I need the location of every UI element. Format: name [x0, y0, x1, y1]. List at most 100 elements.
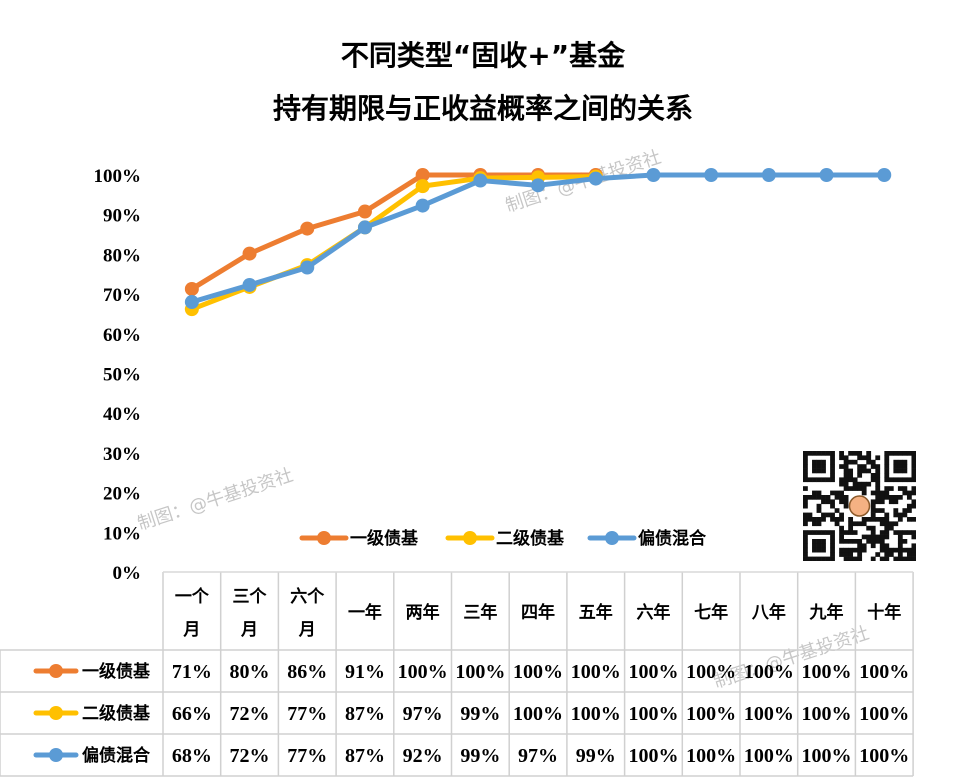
data-point	[588, 171, 603, 186]
x-tick-label: 八年	[752, 602, 786, 623]
legend-label: 一级债基	[350, 528, 419, 549]
x-tick-label: 六年	[636, 602, 670, 623]
data-point	[300, 260, 315, 275]
table-cell-value: 92%	[403, 745, 443, 767]
table-cell-value: 100%	[859, 745, 909, 767]
watermark-text: 制图：@牛基投资社	[135, 465, 296, 535]
y-tick-label: 80%	[103, 245, 141, 266]
table-cell-value: 100%	[744, 661, 794, 683]
table-row-label: 一级债基	[82, 661, 151, 682]
table-cell-value: 97%	[518, 745, 558, 767]
data-point	[415, 198, 430, 213]
table-row-label: 偏债混合	[82, 745, 151, 766]
x-tick-label: 九年	[809, 602, 844, 623]
y-tick-label: 60%	[103, 325, 141, 346]
table-cell-value: 68%	[172, 745, 212, 767]
table-cell-value: 71%	[172, 661, 212, 683]
table-cell-value: 100%	[802, 661, 852, 683]
data-point	[473, 173, 488, 188]
table-cell-value: 100%	[744, 703, 794, 725]
table-cell-value: 100%	[686, 703, 736, 725]
table-cell-value: 100%	[513, 661, 563, 683]
data-point	[415, 179, 430, 194]
table-cell-value: 100%	[802, 745, 852, 767]
y-tick-label: 0%	[113, 563, 142, 584]
data-point	[877, 168, 892, 182]
table-cell-value: 99%	[576, 745, 616, 767]
table-cell-value: 100%	[859, 703, 909, 725]
x-tick-label: 三年	[463, 602, 497, 623]
table-cell-value: 66%	[172, 703, 212, 725]
y-tick-label: 50%	[103, 365, 141, 386]
data-point	[184, 281, 199, 296]
legend-label: 偏债混合	[638, 528, 707, 549]
x-tick-label: 月	[298, 620, 316, 640]
table-cell-value: 77%	[287, 745, 327, 767]
table-cell-value: 72%	[230, 745, 270, 767]
table-cell-value: 100%	[513, 703, 563, 725]
table-cell-value: 99%	[460, 745, 500, 767]
table-cell-value: 99%	[460, 703, 500, 725]
chart-title-line1: 不同类型“固收+”基金	[340, 39, 626, 72]
y-tick-label: 70%	[103, 285, 141, 306]
table-cell-value: 100%	[628, 661, 678, 683]
x-tick-label: 月	[182, 620, 200, 640]
table-cell-value: 100%	[398, 661, 448, 683]
data-point	[300, 221, 315, 236]
x-tick-label: 四年	[521, 602, 555, 623]
data-point	[819, 168, 834, 182]
legend-marker	[463, 531, 477, 545]
table-legend-marker	[49, 748, 63, 762]
table-row-label: 二级债基	[82, 703, 151, 724]
table-cell-value: 100%	[859, 661, 909, 683]
data-point	[704, 168, 719, 182]
data-point	[357, 220, 372, 235]
table-cell-value: 87%	[345, 703, 385, 725]
legend-marker	[317, 531, 331, 545]
data-point	[761, 168, 776, 182]
table-legend-marker	[49, 664, 63, 678]
table-cell-value: 80%	[230, 661, 270, 683]
x-tick-label: 五年	[579, 602, 613, 623]
data-point	[357, 204, 372, 219]
table-cell-value: 100%	[571, 661, 621, 683]
series-line-1	[189, 172, 599, 292]
table-cell-value: 100%	[628, 745, 678, 767]
y-tick-label: 10%	[103, 523, 141, 544]
y-tick-label: 30%	[103, 444, 141, 465]
x-tick-label: 一年	[348, 602, 382, 623]
table-cell-value: 100%	[686, 745, 736, 767]
table-cell-value: 87%	[345, 745, 385, 767]
table-cell-value: 100%	[455, 661, 505, 683]
table-cell-value: 100%	[744, 745, 794, 767]
x-tick-label: 两年	[406, 602, 440, 623]
legend-label: 二级债基	[496, 528, 565, 549]
table-cell-value: 100%	[628, 703, 678, 725]
y-tick-label: 100%	[94, 166, 142, 187]
x-tick-label: 七年	[694, 602, 728, 623]
y-tick-label: 20%	[103, 484, 141, 505]
y-tick-label: 40%	[103, 404, 141, 425]
x-tick-label: 十年	[867, 602, 901, 623]
table-cell-value: 77%	[287, 703, 327, 725]
table-legend-marker	[49, 706, 63, 720]
data-point	[646, 168, 661, 182]
x-tick-label: 月	[240, 620, 258, 640]
data-point	[242, 277, 257, 292]
data-point	[531, 178, 546, 193]
table-cell-value: 72%	[230, 703, 270, 725]
table-cell-value: 86%	[287, 661, 327, 683]
data-point	[184, 295, 199, 310]
table-cell-value: 91%	[345, 661, 385, 683]
table-cell-value: 100%	[571, 703, 621, 725]
table-cell-value: 97%	[403, 703, 443, 725]
y-tick-label: 90%	[103, 206, 141, 227]
data-point	[415, 168, 430, 182]
legend-marker	[605, 531, 619, 545]
data-point	[242, 246, 257, 261]
x-tick-label: 一个	[175, 586, 210, 607]
table-cell-value: 100%	[802, 703, 852, 725]
table-cell-value: 100%	[686, 661, 736, 683]
